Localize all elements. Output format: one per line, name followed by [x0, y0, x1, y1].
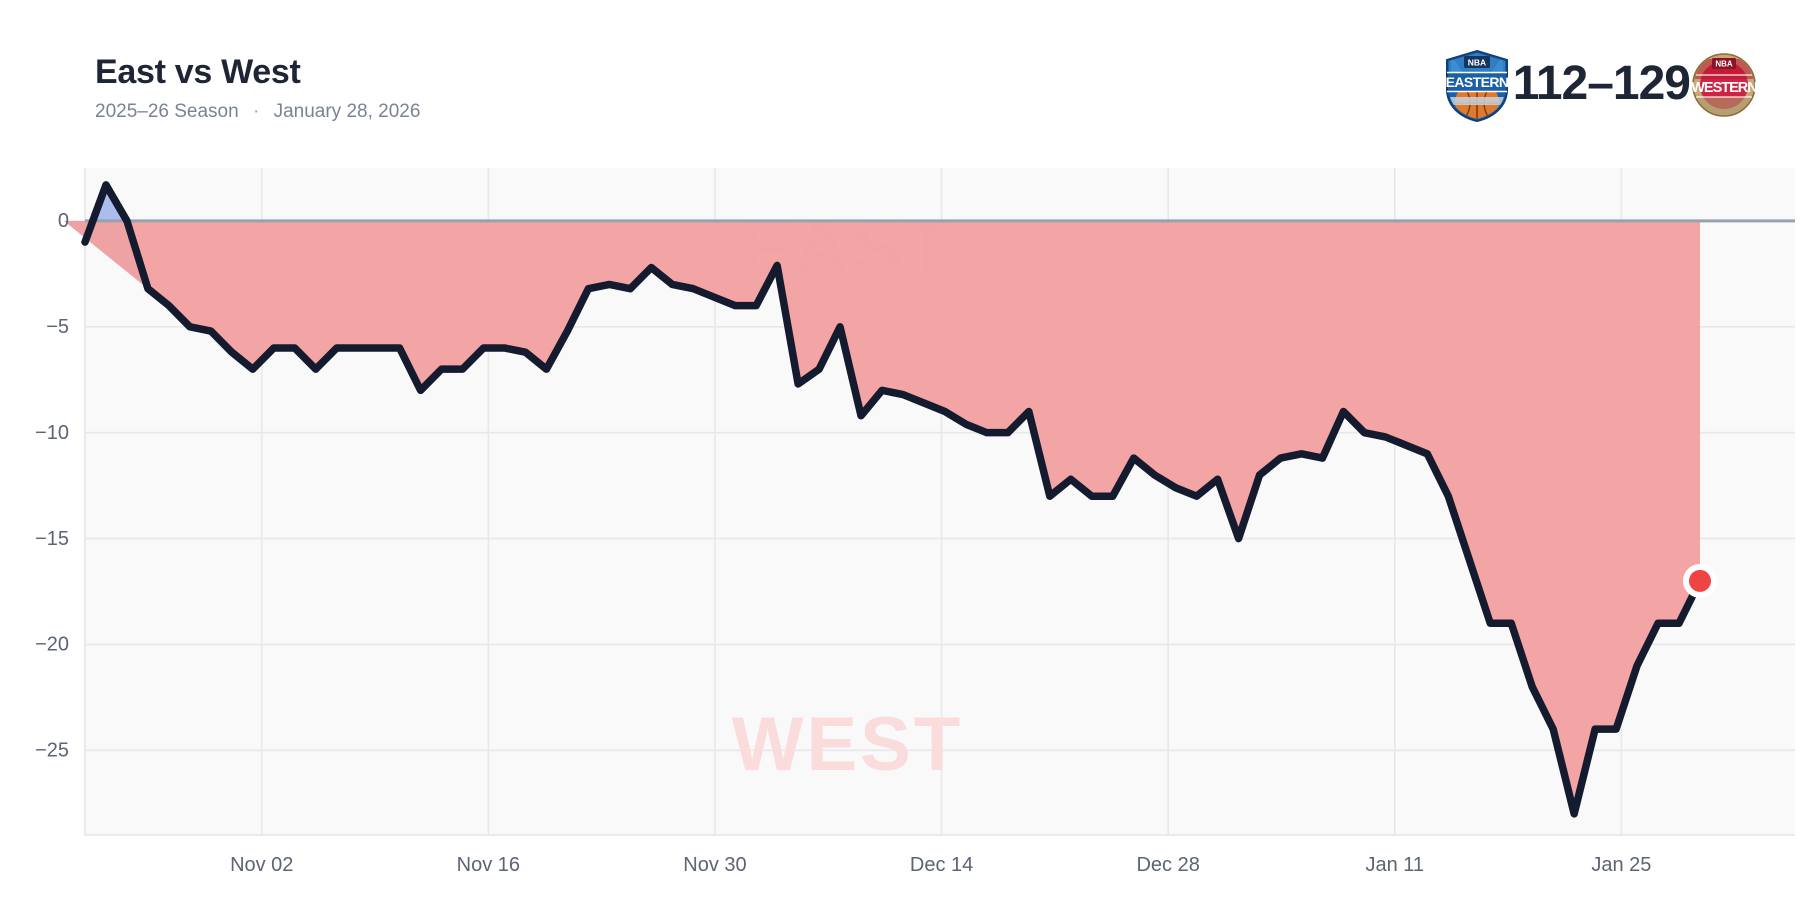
y-tick-label: −5: [46, 316, 69, 338]
y-tick-label: −15: [35, 528, 69, 550]
page-title: East vs West: [95, 53, 301, 91]
svg-text:WESTERN: WESTERN: [1691, 80, 1757, 96]
y-tick-label: −25: [35, 740, 69, 762]
y-axis-labels: 0 −5 −10 −15 −20 −25: [35, 210, 69, 761]
subtitle-date: January 28, 2026: [273, 100, 421, 122]
subtitle-season: 2025–26 Season: [95, 100, 239, 122]
y-tick-label: −20: [35, 634, 69, 656]
score-value: 112–129: [1512, 57, 1691, 110]
x-tick-label: Nov 02: [230, 854, 293, 876]
nba-western-conference-logo: NBA WESTERN: [1690, 45, 1758, 123]
x-tick-label: Nov 30: [683, 854, 746, 876]
svg-text:EASTERN: EASTERN: [1445, 74, 1508, 90]
x-tick-label: Jan 25: [1591, 854, 1651, 876]
scoreboard: NBA EASTERN 112–129: [1441, 43, 1758, 125]
svg-text:NBA: NBA: [1468, 58, 1486, 68]
title-block: East vs West 2025–26 Season · January 28…: [95, 53, 420, 123]
watermark-west: WEST: [732, 702, 964, 787]
nba-eastern-conference-logo: NBA EASTERN: [1441, 45, 1513, 123]
y-tick-label: 0: [58, 210, 69, 232]
chart-subtitle: 2025–26 Season · January 28, 2026: [95, 101, 420, 123]
endpoint-marker[interactable]: [1683, 563, 1717, 598]
series-line: [81, 181, 1704, 818]
y-tick-label: −10: [35, 422, 69, 444]
x-tick-label: Dec 14: [910, 854, 973, 876]
x-axis-labels: Nov 02 Nov 16 Nov 30 Dec 14 Dec 28 Jan 11 Jan …: [230, 854, 1651, 876]
subtitle-separator: ·: [252, 100, 260, 122]
x-tick-label: Jan 11: [1365, 854, 1424, 876]
chart-header: East vs West 2025–26 Season · January 28…: [0, 0, 1800, 165]
x-tick-label: Nov 16: [457, 854, 520, 876]
svg-text:NBA: NBA: [1715, 60, 1733, 69]
x-tick-label: Dec 28: [1136, 854, 1199, 876]
